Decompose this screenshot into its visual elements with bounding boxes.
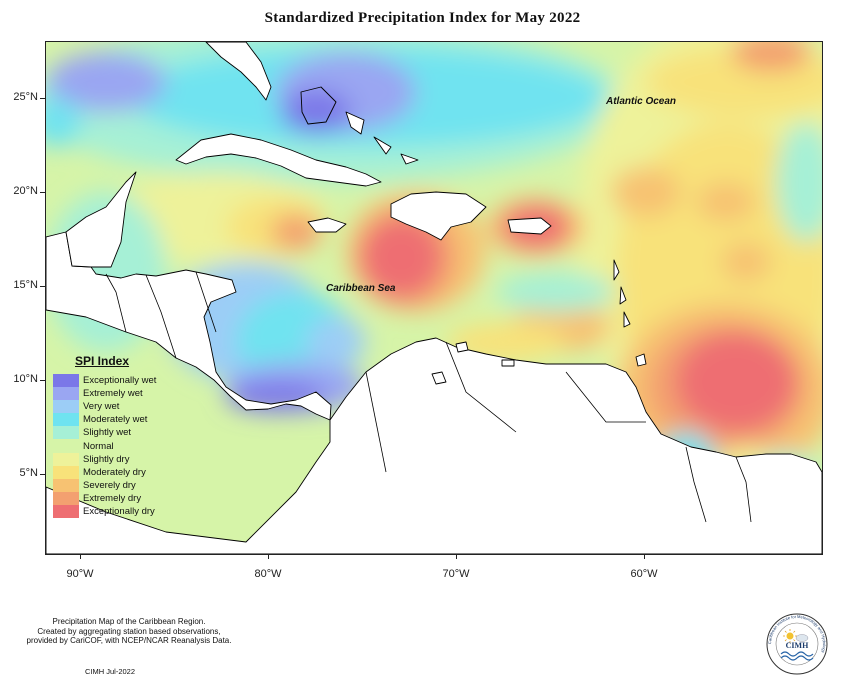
- legend-swatch: [53, 400, 79, 414]
- footnote-line: Precipitation Map of the Caribbean Regio…: [52, 617, 206, 626]
- lon-tickmark: [456, 554, 457, 559]
- legend-item: Exceptionally wet: [53, 374, 183, 388]
- legend-item: Very wet: [53, 400, 183, 414]
- lat-tickmark: [40, 286, 45, 287]
- waves-icon: [780, 651, 814, 661]
- legend-swatch: [53, 413, 79, 427]
- lat-tick-15n: 15°N: [13, 279, 38, 291]
- legend-item: Moderately dry: [53, 465, 183, 479]
- lon-tickmark: [644, 554, 645, 559]
- footnote-line: Created by aggregating station based obs…: [37, 626, 221, 636]
- map-title: Standardized Precipitation Index for May…: [264, 10, 581, 26]
- legend-swatch: [53, 452, 79, 466]
- lon-tickmark: [80, 554, 81, 559]
- spi-legend: SPI Index Exceptionally wet Extremely wet…: [53, 354, 183, 519]
- legend-title: SPI Index: [75, 354, 130, 368]
- logo-text: CIMH: [786, 641, 809, 650]
- legend-label: Severely dry: [83, 479, 136, 491]
- legend-label: Extremely wet: [83, 388, 143, 400]
- caribbean-label: Caribbean Sea: [326, 283, 396, 294]
- sun-icon: [783, 629, 797, 643]
- country-borders: [105, 271, 752, 523]
- lat-tickmark: [40, 98, 45, 99]
- legend-item: Normal: [53, 439, 183, 453]
- credit-date: CIMH Jul-2022: [85, 667, 136, 676]
- legend-label: Exceptionally dry: [83, 505, 155, 517]
- legend-item: Extremely wet: [53, 387, 183, 401]
- legend-swatch: [53, 387, 79, 401]
- lat-tick-20n: 20°N: [13, 185, 38, 197]
- footnote-line: provided by CariCOF, with NCEP/NCAR Rean…: [26, 636, 232, 645]
- cloud-icon: [795, 634, 809, 642]
- legend-label: Normal: [83, 440, 114, 452]
- footnote: Precipitation Map of the Caribbean Regio…: [14, 617, 244, 646]
- legend-label: Moderately dry: [83, 466, 146, 478]
- legend-swatch: [53, 426, 79, 440]
- lon-tickmark: [268, 554, 269, 559]
- lat-tick-5n: 5°N: [19, 467, 38, 479]
- spi-field: [46, 42, 822, 532]
- lon-tick-70w: 70°W: [442, 568, 470, 580]
- cimh-logo: CIMH Caribbean Institute for Meteorology…: [765, 612, 829, 676]
- legend-item: Moderately wet: [53, 413, 183, 427]
- lat-tickmark: [40, 474, 45, 475]
- legend-label: Extremely dry: [83, 492, 142, 504]
- spi-map-canvas: Atlantic Ocean Caribbean Sea: [46, 42, 822, 554]
- lat-tickmark: [40, 192, 45, 193]
- legend-item: Slightly dry: [53, 452, 183, 466]
- legend-label: Exceptionally wet: [83, 375, 157, 387]
- legend-label: Moderately wet: [83, 414, 148, 426]
- legend-swatch: [53, 374, 79, 388]
- legend-swatch: [53, 478, 79, 492]
- legend-swatch: [53, 465, 79, 479]
- lat-tick-10n: 10°N: [13, 373, 38, 385]
- spi-map: Atlantic Ocean Caribbean Sea: [45, 41, 823, 555]
- legend-label: Very wet: [83, 401, 120, 413]
- legend-item: Exceptionally dry: [53, 504, 183, 519]
- lat-tick-25n: 25°N: [13, 91, 38, 103]
- legend-swatch: [53, 491, 79, 505]
- legend-label: Slightly dry: [83, 453, 130, 465]
- legend-swatch: [53, 504, 79, 519]
- legend-item: Slightly wet: [53, 426, 183, 440]
- atlantic-label: Atlantic Ocean: [605, 96, 676, 107]
- legend-swatch: [53, 439, 79, 453]
- lon-tick-60w: 60°W: [630, 568, 658, 580]
- legend-label: Slightly wet: [83, 427, 132, 439]
- legend-item: Extremely dry: [53, 491, 183, 505]
- lon-tick-90w: 90°W: [66, 568, 94, 580]
- lon-tick-80w: 80°W: [254, 568, 282, 580]
- legend-items: Exceptionally wet Extremely wet Very wet Mo…: [53, 374, 183, 519]
- land-masses: [46, 42, 822, 554]
- legend-item: Severely dry: [53, 478, 183, 492]
- lat-tickmark: [40, 380, 45, 381]
